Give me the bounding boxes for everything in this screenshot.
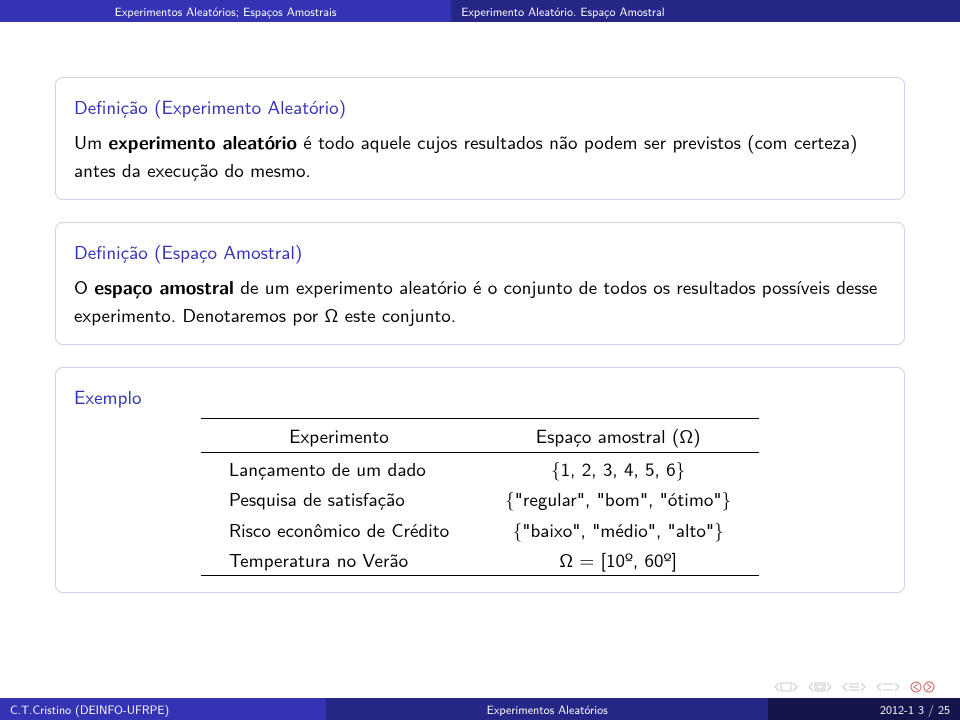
table-header: Experimento	[201, 419, 477, 453]
example-table: Experimento Espaço amostral (Ω) Lançamen…	[201, 418, 759, 576]
block-title: Exemplo	[74, 382, 886, 410]
body-bold: experimento aleatório	[109, 127, 297, 155]
table-cell: {1, 2, 3, 4, 5, 6}	[477, 452, 759, 483]
nav-frame-icon[interactable]	[808, 681, 832, 693]
block-body: Experimento Espaço amostral (Ω) Lançamen…	[74, 418, 886, 576]
nav-subsection-icon[interactable]	[842, 681, 866, 693]
nav-section-icon[interactable]	[876, 681, 900, 693]
table-cell: {"regular", "bom", "ótimo"}	[477, 483, 759, 514]
nav-slide-icon[interactable]	[774, 681, 798, 693]
table-cell: Ω = [10º, 60º]	[477, 544, 759, 575]
top-nav-bar: Experimentos Aleatórios; Espaços Amostra…	[0, 0, 960, 22]
block-title: Definição (Experimento Aleatório)	[74, 92, 886, 120]
body-text: O	[74, 272, 94, 300]
block-title: Definição (Espaço Amostral)	[74, 237, 886, 265]
section-breadcrumb: Experimentos Aleatórios; Espaços Amostra…	[0, 0, 451, 22]
block-body: O espaço amostral de um experimento alea…	[74, 273, 886, 328]
example-block: Exemplo Experimento Espaço amostral (Ω) …	[55, 367, 905, 593]
footer-bar: C.T.Cristino (DEINFO-UFRPE) Experimentos…	[0, 698, 960, 720]
beamer-nav-symbols[interactable]	[774, 680, 936, 694]
table-cell: Temperatura no Verão	[201, 544, 477, 575]
table-cell: Pesquisa de satisfação	[201, 483, 477, 514]
definition-block-espaco: Definição (Espaço Amostral) O espaço amo…	[55, 222, 905, 345]
table-cell: {"baixo", "médio", "alto"}	[477, 514, 759, 545]
definition-block-experimento: Definição (Experimento Aleatório) Um exp…	[55, 77, 905, 200]
body-bold: espaço amostral	[94, 272, 234, 300]
body-text: Um	[74, 127, 109, 155]
footer-title: Experimentos Aleatórios	[326, 698, 768, 720]
footer-author: C.T.Cristino (DEINFO-UFRPE)	[0, 698, 326, 720]
subsection-breadcrumb: Experimento Aleatório. Espaço Amostral	[451, 0, 960, 22]
slide-content: Definição (Experimento Aleatório) Um exp…	[0, 22, 960, 593]
table-row: Risco econômico de Crédito {"baixo", "mé…	[201, 514, 759, 545]
footer-page: 2012-1 3 / 25	[768, 698, 960, 720]
table-row: Lançamento de um dado {1, 2, 3, 4, 5, 6}	[201, 452, 759, 483]
table-header-row: Experimento Espaço amostral (Ω)	[201, 419, 759, 453]
nav-back-forward-icon[interactable]	[910, 680, 936, 694]
block-body: Um experimento aleatório é todo aquele c…	[74, 128, 886, 183]
table-row: Pesquisa de satisfação {"regular", "bom"…	[201, 483, 759, 514]
table-cell: Risco econômico de Crédito	[201, 514, 477, 545]
table-cell: Lançamento de um dado	[201, 452, 477, 483]
table-header: Espaço amostral (Ω)	[477, 419, 759, 453]
table-row: Temperatura no Verão Ω = [10º, 60º]	[201, 544, 759, 575]
